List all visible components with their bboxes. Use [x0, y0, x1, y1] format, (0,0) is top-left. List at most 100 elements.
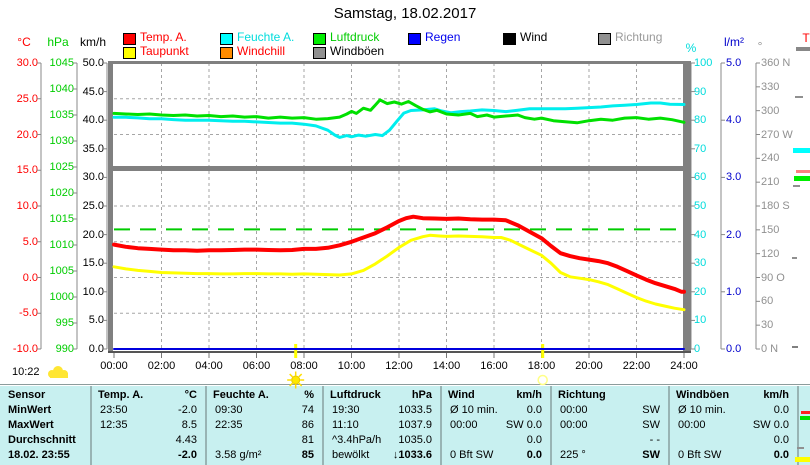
table-cell-time: 22:35 — [215, 419, 243, 431]
table-cell-value: 1035.0 — [398, 434, 432, 446]
temp-axis-label: 15.0 — [16, 164, 38, 177]
time-label: 14:00 — [432, 360, 461, 372]
wind-axis-label: 5.0 — [88, 314, 104, 327]
table-cell-time: 0 Bft SW — [678, 449, 722, 461]
direction-axis-label: 270 W — [761, 128, 793, 141]
table-cell-time: Ø 10 min. — [450, 404, 498, 416]
plot-border-left — [108, 61, 113, 353]
table-cell-value: SW — [642, 419, 660, 431]
table-row-label: 18.02. 23:55 — [8, 449, 70, 461]
table-cell-value: -2.0 — [178, 449, 197, 461]
legend-swatch-taupunkt — [123, 47, 136, 59]
legend-swatch-feuchte-a- — [220, 33, 233, 45]
time-label: 02:00 — [147, 360, 176, 372]
wind-axis-label: 15.0 — [82, 257, 104, 270]
column-header-luftdruck: Luftdruck — [330, 389, 381, 401]
table-cell-value: 1033.5 — [398, 404, 432, 416]
direction-axis-label: 330 — [761, 80, 780, 93]
page-title: Samstag, 18.02.2017 — [333, 5, 477, 22]
clipped-panel-fragment — [795, 96, 803, 98]
time-label: 12:00 — [385, 360, 413, 372]
sunrise-sun-icon — [289, 373, 294, 378]
sunrise-sun-icon — [298, 373, 303, 378]
humidity-axis-label: 40 — [694, 228, 707, 241]
column-header-feuchte-a-: Feuchte A. — [213, 389, 269, 401]
direction-axis-label: 150 — [761, 223, 780, 236]
direction-axis-label: 0 N — [761, 343, 779, 355]
table-cell-value: SW — [642, 449, 660, 461]
rain-axis-label: 5.0 — [726, 57, 742, 69]
humidity-axis-label: 0 — [694, 343, 701, 355]
wind-axis-label: 50.0 — [82, 57, 104, 69]
axis-unit-°C: °C — [17, 35, 31, 49]
table-row-label: MinWert — [8, 404, 52, 416]
series-luftdruck — [112, 98, 686, 125]
humidity-axis-label: 80 — [694, 114, 707, 127]
legend-label-windchill: Windchill — [237, 44, 286, 58]
axis-unit-hPa: hPa — [47, 35, 69, 49]
axis-unit-%: % — [685, 41, 697, 55]
direction-axis-label: 180 S — [761, 200, 790, 212]
column-header-temp-a-: Temp. A. — [98, 389, 144, 401]
humidity-axis-label: 10 — [694, 314, 707, 327]
humidity-axis-label: 90 — [694, 85, 707, 98]
legend-swatch-wind — [503, 33, 516, 45]
humidity-axis-label: 60 — [694, 171, 707, 184]
table-cell-value: -2.0 — [178, 404, 197, 416]
series-feuchte-a- — [112, 101, 686, 139]
axis-unit-l/m²: l/m² — [724, 35, 744, 49]
temp-axis-label: 20.0 — [16, 128, 38, 141]
time-label: 16:00 — [480, 360, 508, 372]
plot-border-bottom — [108, 351, 691, 353]
plot-border-right — [683, 61, 691, 353]
pressure-axis-label: 1040 — [49, 83, 74, 95]
clipped-panel-fragment — [796, 170, 810, 173]
table-cell-time: Ø 10 min. — [678, 404, 726, 416]
wind-axis-label: 20.0 — [82, 228, 104, 241]
cloud-icon — [53, 366, 63, 376]
time-label: 22:00 — [622, 360, 651, 372]
legend-label-richtung: Richtung — [615, 30, 663, 44]
table-cell-time: 00:00 — [678, 419, 706, 431]
direction-axis-label: 60 — [761, 295, 774, 308]
direction-axis-label: 210 — [761, 176, 780, 189]
table-cell-value: SW 0.0 — [752, 419, 789, 431]
legend-label-wind: Wind — [520, 30, 548, 44]
column-unit-wind: km/h — [516, 389, 542, 401]
legend-swatch-regen — [408, 33, 421, 45]
series-temp-a- — [112, 214, 686, 294]
table-cell-time: 11:10 — [332, 419, 359, 431]
table-cell-time: 23:50 — [100, 404, 128, 416]
table-cell-value: 0.0 — [773, 404, 789, 416]
column-header-windb-en: Windböen — [676, 389, 730, 401]
wind-axis-label: 10.0 — [82, 285, 104, 298]
legend-label-regen: Regen — [425, 30, 461, 44]
temp-axis-label: -10.0 — [12, 343, 38, 355]
table-cell-time: 09:30 — [215, 404, 243, 416]
column-header-richtung: Richtung — [558, 389, 606, 401]
wind-axis-label: 40.0 — [82, 114, 104, 127]
pressure-axis-label: 995 — [55, 317, 74, 329]
legend-label-luftdruck: Luftdruck — [330, 30, 380, 44]
cloud-icon — [60, 370, 68, 378]
table-cell-value: 0.0 — [526, 404, 542, 416]
pressure-axis-label: 1000 — [49, 291, 74, 303]
humidity-axis-label: 100 — [694, 57, 713, 69]
legend-swatch-windchill — [220, 47, 233, 59]
table-cell-value: ↓1033.6 — [392, 449, 432, 461]
direction-axis-label: 300 — [761, 104, 780, 117]
temp-axis-label: 0.0 — [22, 271, 38, 284]
table-separator — [668, 386, 670, 465]
rain-axis-label: 4.0 — [726, 114, 742, 127]
humidity-axis-label: 50 — [694, 200, 707, 212]
axis-unit-km/h: km/h — [79, 35, 106, 49]
column-header-wind: Wind — [448, 389, 475, 401]
rain-axis-label: 3.0 — [726, 171, 742, 184]
table-background — [0, 386, 810, 465]
table-cell-time: 19:30 — [332, 404, 360, 416]
temp-axis-label: 30.0 — [16, 57, 38, 69]
table-cell-value: 4.43 — [175, 434, 197, 446]
time-label: 24:00 — [670, 360, 698, 372]
legend-label-temp-a-: Temp. A. — [140, 30, 187, 44]
